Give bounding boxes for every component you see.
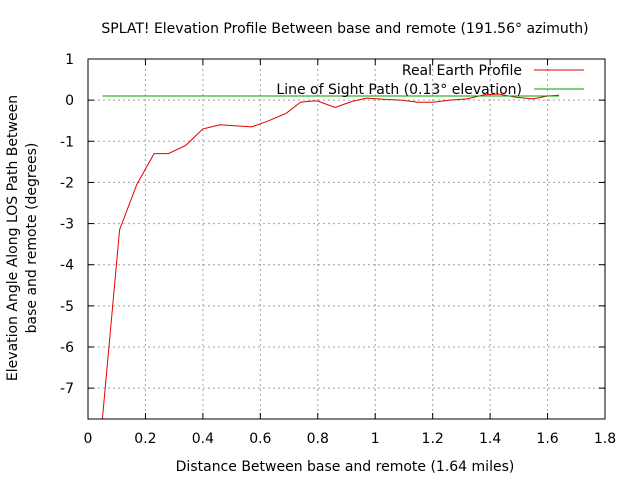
grid-lines bbox=[88, 59, 605, 419]
x-tick-label: 0 bbox=[84, 431, 93, 447]
chart-title: SPLAT! Elevation Profile Between base an… bbox=[101, 21, 588, 37]
y-tick-label: -2 bbox=[60, 175, 74, 191]
y-tick-label: -5 bbox=[60, 299, 74, 315]
x-tick-label: 1.2 bbox=[422, 431, 444, 447]
x-tick-label: 1 bbox=[371, 431, 380, 447]
y-tick-label: -7 bbox=[60, 381, 74, 397]
y-axis-label-line1: Elevation Angle Along LOS Path Between bbox=[5, 95, 21, 381]
x-tick-label: 1.6 bbox=[536, 431, 558, 447]
x-tick-label: 1.8 bbox=[594, 431, 616, 447]
axis-ticks: 0 0.2 0.4 0.6 0.8 1 1.2 1.4 1.6 1.8 1 0 -1 -2 -3 -4 -5 -6… bbox=[60, 52, 616, 447]
x-tick-label: 1.4 bbox=[479, 431, 501, 447]
legend-label-real-earth-profile: Real Earth Profile bbox=[402, 63, 522, 79]
x-tick-label: 0.2 bbox=[134, 431, 156, 447]
x-axis-label: Distance Between base and remote (1.64 m… bbox=[176, 459, 515, 475]
y-tick-label: -1 bbox=[60, 134, 74, 150]
y-tick-label: 0 bbox=[65, 93, 74, 109]
x-tick-label: 0.8 bbox=[307, 431, 329, 447]
plot-frame bbox=[87, 58, 606, 420]
series-lines bbox=[101, 93, 560, 420]
x-tick-label: 0.6 bbox=[249, 431, 271, 447]
y-tick-label: -4 bbox=[60, 258, 74, 274]
series-line-real-earth-profile bbox=[101, 93, 560, 420]
y-tick-label: -6 bbox=[60, 340, 74, 356]
y-tick-label: 1 bbox=[65, 52, 74, 68]
x-tick-label: 0.4 bbox=[192, 431, 214, 447]
y-axis-label-line2: base and remote (degrees) bbox=[24, 143, 40, 334]
legend-label-line-of-sight: Line of Sight Path (0.13° elevation) bbox=[276, 82, 522, 98]
legend: Real Earth Profile Line of Sight Path (0… bbox=[276, 63, 584, 98]
y-tick-label: -3 bbox=[60, 217, 74, 233]
